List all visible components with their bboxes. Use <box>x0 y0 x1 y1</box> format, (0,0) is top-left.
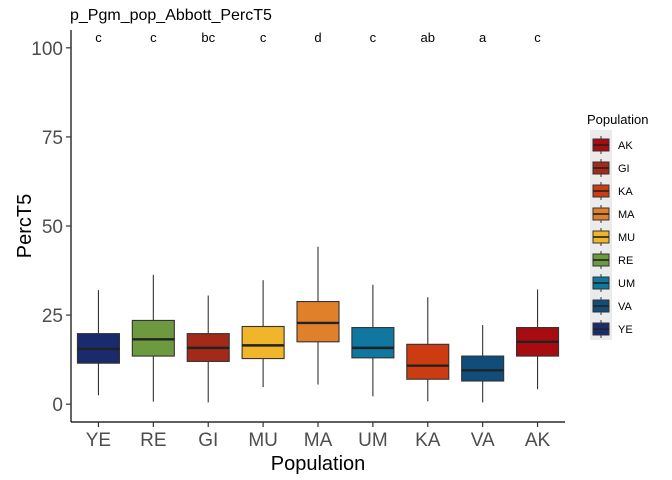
significance-label: a <box>479 30 487 45</box>
legend-entry-ye: YE <box>592 320 633 338</box>
legend-entry-re: RE <box>592 251 633 269</box>
x-tick-label: RE <box>140 430 166 451</box>
x-tick-label: UM <box>358 430 388 451</box>
legend-label: GI <box>618 163 630 175</box>
significance-label: c <box>150 30 157 45</box>
box-iqr <box>241 325 285 360</box>
box-re <box>131 274 175 402</box>
box-iqr <box>296 300 340 343</box>
legend-entry-gi: GI <box>592 159 630 177</box>
box-iqr <box>351 327 395 359</box>
legend-entry-mu: MU <box>592 228 635 246</box>
legend-entry-va: VA <box>592 297 633 315</box>
x-tick-label: MA <box>304 430 333 451</box>
x-axis-title: Population <box>271 453 366 475</box>
legend-label: VA <box>618 301 633 313</box>
legend-entries: AK GI KA MA MU RE UM VA YE <box>592 136 635 338</box>
y-axis-ticks: 0 25 50 75 100 <box>31 39 71 416</box>
chart-title: p_Pgm_pop_Abbott_PercT5 <box>70 7 272 24</box>
x-tick-label: KA <box>415 430 441 451</box>
x-tick-label: AK <box>525 430 551 451</box>
y-tick-label: 50 <box>42 217 63 238</box>
box-ye <box>76 290 120 396</box>
legend: Population AK GI KA MA MU RE UM VA YE <box>587 112 648 340</box>
legend-label: AK <box>618 140 633 152</box>
legend-label: YE <box>618 324 633 336</box>
legend-label: RE <box>618 255 633 267</box>
significance-label: d <box>314 30 321 45</box>
significance-label: c <box>370 30 377 45</box>
box-mu <box>241 280 285 388</box>
significance-label: ab <box>421 30 435 45</box>
box-iqr <box>406 343 450 380</box>
box-ka <box>406 297 450 402</box>
box-iqr <box>461 355 505 382</box>
x-axis-ticks: YE RE GI MU MA UM KA VA AK <box>86 422 551 451</box>
significance-label: bc <box>201 30 215 45</box>
significance-label: c <box>260 30 267 45</box>
legend-title: Population <box>587 112 648 127</box>
significance-labels: c c bc c d c ab a c <box>95 30 541 45</box>
y-tick-label: 75 <box>42 128 63 149</box>
legend-label: UM <box>618 278 635 290</box>
legend-label: MA <box>618 209 635 221</box>
box-ma <box>296 246 340 385</box>
x-tick-label: YE <box>86 430 111 451</box>
significance-label: c <box>95 30 102 45</box>
x-tick-label: MU <box>248 430 278 451</box>
significance-label: c <box>534 30 541 45</box>
x-tick-label: GI <box>198 430 218 451</box>
y-tick-label: 25 <box>42 306 63 327</box>
legend-entry-ka: KA <box>592 182 633 200</box>
x-tick-label: VA <box>471 430 495 451</box>
box-um <box>351 284 395 397</box>
box-gi <box>186 295 230 403</box>
boxes <box>76 246 560 403</box>
y-axis-title: PercT5 <box>14 194 36 258</box>
legend-entry-um: UM <box>592 274 635 292</box>
legend-entry-ak: AK <box>592 136 633 154</box>
y-tick-label: 100 <box>31 39 63 60</box>
legend-label: KA <box>618 186 633 198</box>
legend-label: MU <box>618 232 635 244</box>
box-ak <box>516 289 560 390</box>
legend-entry-ma: MA <box>592 205 635 223</box>
box-va <box>461 325 505 403</box>
y-tick-label: 0 <box>52 395 63 416</box>
